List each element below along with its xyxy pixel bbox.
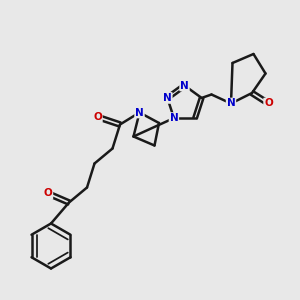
Text: N: N (163, 93, 172, 103)
Text: N: N (226, 98, 236, 109)
Text: N: N (180, 80, 189, 91)
Text: N: N (135, 107, 144, 118)
Text: O: O (44, 188, 52, 199)
Text: N: N (169, 113, 178, 123)
Text: O: O (93, 112, 102, 122)
Text: O: O (264, 98, 273, 109)
